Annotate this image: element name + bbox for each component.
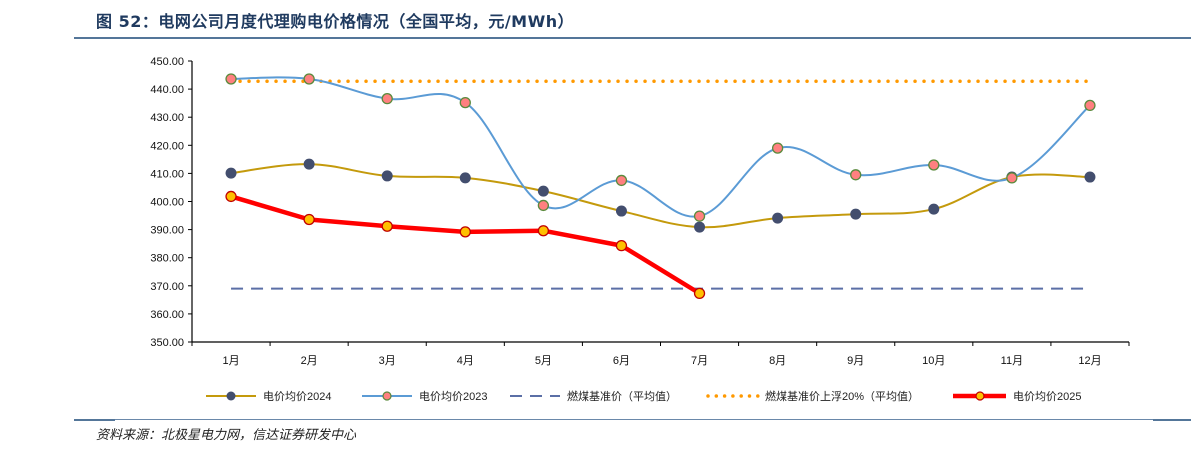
x-tick-label: 6月	[613, 355, 630, 367]
series-2023-marker	[850, 169, 862, 181]
series-2024-marker	[537, 185, 549, 197]
y-tick-label: 360.00	[150, 309, 184, 321]
chart-legend: 电价均价2024 电价均价2023 燃煤基准价（平均值） 燃煤基准价上浮20%（平均值…	[206, 389, 1081, 403]
y-tick-label: 380.00	[150, 253, 184, 265]
series-2025-marker	[693, 287, 706, 300]
series-layer	[225, 73, 1096, 300]
series-2024-marker	[850, 208, 862, 220]
y-tick-label: 400.00	[150, 197, 184, 209]
legend-item: 燃煤基准价上浮20%（平均值）	[706, 389, 919, 403]
legend-marker	[226, 391, 236, 401]
series-2024-marker	[381, 170, 393, 182]
series-2023-line	[231, 76, 1091, 218]
x-tick-label: 8月	[769, 355, 786, 367]
series-2024-marker	[694, 221, 706, 233]
y-tick-label: 350.00	[150, 337, 184, 349]
series-2025-marker	[459, 226, 471, 238]
legend-marker	[382, 391, 392, 401]
series-2024-marker	[928, 203, 940, 215]
legend-item: 电价均价2025	[953, 390, 1081, 403]
y-tick-label: 420.00	[150, 140, 184, 152]
series-2023-marker	[771, 142, 784, 154]
y-axis: 350.00 360.00 370.00 380.00 390.00 400.00 410.…	[150, 56, 193, 349]
legend-item: 电价均价2023	[362, 390, 487, 403]
series-2023-marker	[381, 93, 393, 105]
series-2025-marker	[615, 239, 628, 252]
series-2023-marker	[693, 210, 706, 222]
series-2024-marker	[303, 158, 315, 170]
footer-divider-left	[74, 419, 115, 421]
x-tick-label: 7月	[691, 355, 708, 367]
series-2025-line	[230, 194, 701, 296]
legend-marker	[975, 391, 985, 401]
footer-divider	[115, 419, 1153, 420]
legend-item: 燃煤基准价（平均值）	[510, 389, 677, 403]
x-tick-label: 4月	[457, 355, 474, 367]
series-2023-marker	[537, 199, 550, 212]
x-tick-label: 10月	[922, 355, 945, 367]
legend-label: 燃煤基准价（平均值）	[567, 389, 677, 403]
series-2023-marker	[303, 73, 315, 85]
series-2024-marker	[225, 167, 237, 179]
x-tick-label: 11月	[1001, 355, 1023, 367]
source-note: 资料来源：北极星电力网，信达证券研发中心	[96, 428, 357, 443]
y-tick-label: 390.00	[150, 225, 184, 237]
series-2023-marker	[225, 73, 237, 85]
x-tick-label: 1月	[222, 355, 239, 367]
series-2024-marker	[615, 205, 627, 217]
series-2025-marker	[381, 220, 393, 232]
series-2023-marker	[459, 96, 471, 109]
series-2025-marker	[225, 190, 237, 203]
series-2024-marker	[772, 212, 784, 224]
legend-label: 电价均价2024	[263, 390, 331, 403]
y-tick-label: 410.00	[150, 168, 184, 180]
y-tick-label: 450.00	[150, 56, 184, 68]
series-2024-marker	[1084, 171, 1096, 183]
legend-label: 电价均价2025	[1013, 390, 1081, 403]
series-2025-marker	[537, 225, 550, 237]
series-2024-marker	[459, 172, 471, 184]
y-tick-label: 430.00	[150, 112, 184, 124]
series-2023-marker	[1006, 172, 1018, 184]
legend-item: 电价均价2024	[206, 390, 331, 403]
series-2023-marker	[1084, 99, 1096, 112]
x-axis: 1月 2月 3月 4月 5月 6月 7月 8月 9月 10月 11月 12月	[191, 341, 1130, 367]
x-tick-label: 3月	[379, 355, 396, 367]
y-tick-label: 440.00	[150, 84, 184, 96]
title-divider	[74, 37, 1191, 39]
x-tick-label: 5月	[535, 355, 552, 367]
x-tick-label: 12月	[1078, 355, 1101, 367]
x-tick-label: 2月	[301, 355, 318, 367]
series-2025-marker	[303, 213, 315, 226]
legend-label: 燃煤基准价上浮20%（平均值）	[765, 389, 919, 403]
legend-label: 电价均价2023	[419, 390, 487, 403]
y-tick-label: 370.00	[150, 281, 184, 293]
series-2023-marker	[928, 159, 940, 171]
figure-title: 图 52：电网公司月度代理购电价格情况（全国平均，元/MWh）	[96, 12, 575, 31]
series-2024-line	[230, 163, 1090, 229]
x-tick-label: 9月	[847, 355, 864, 367]
footer-divider-right	[1153, 419, 1191, 421]
series-2023-marker	[615, 174, 628, 187]
